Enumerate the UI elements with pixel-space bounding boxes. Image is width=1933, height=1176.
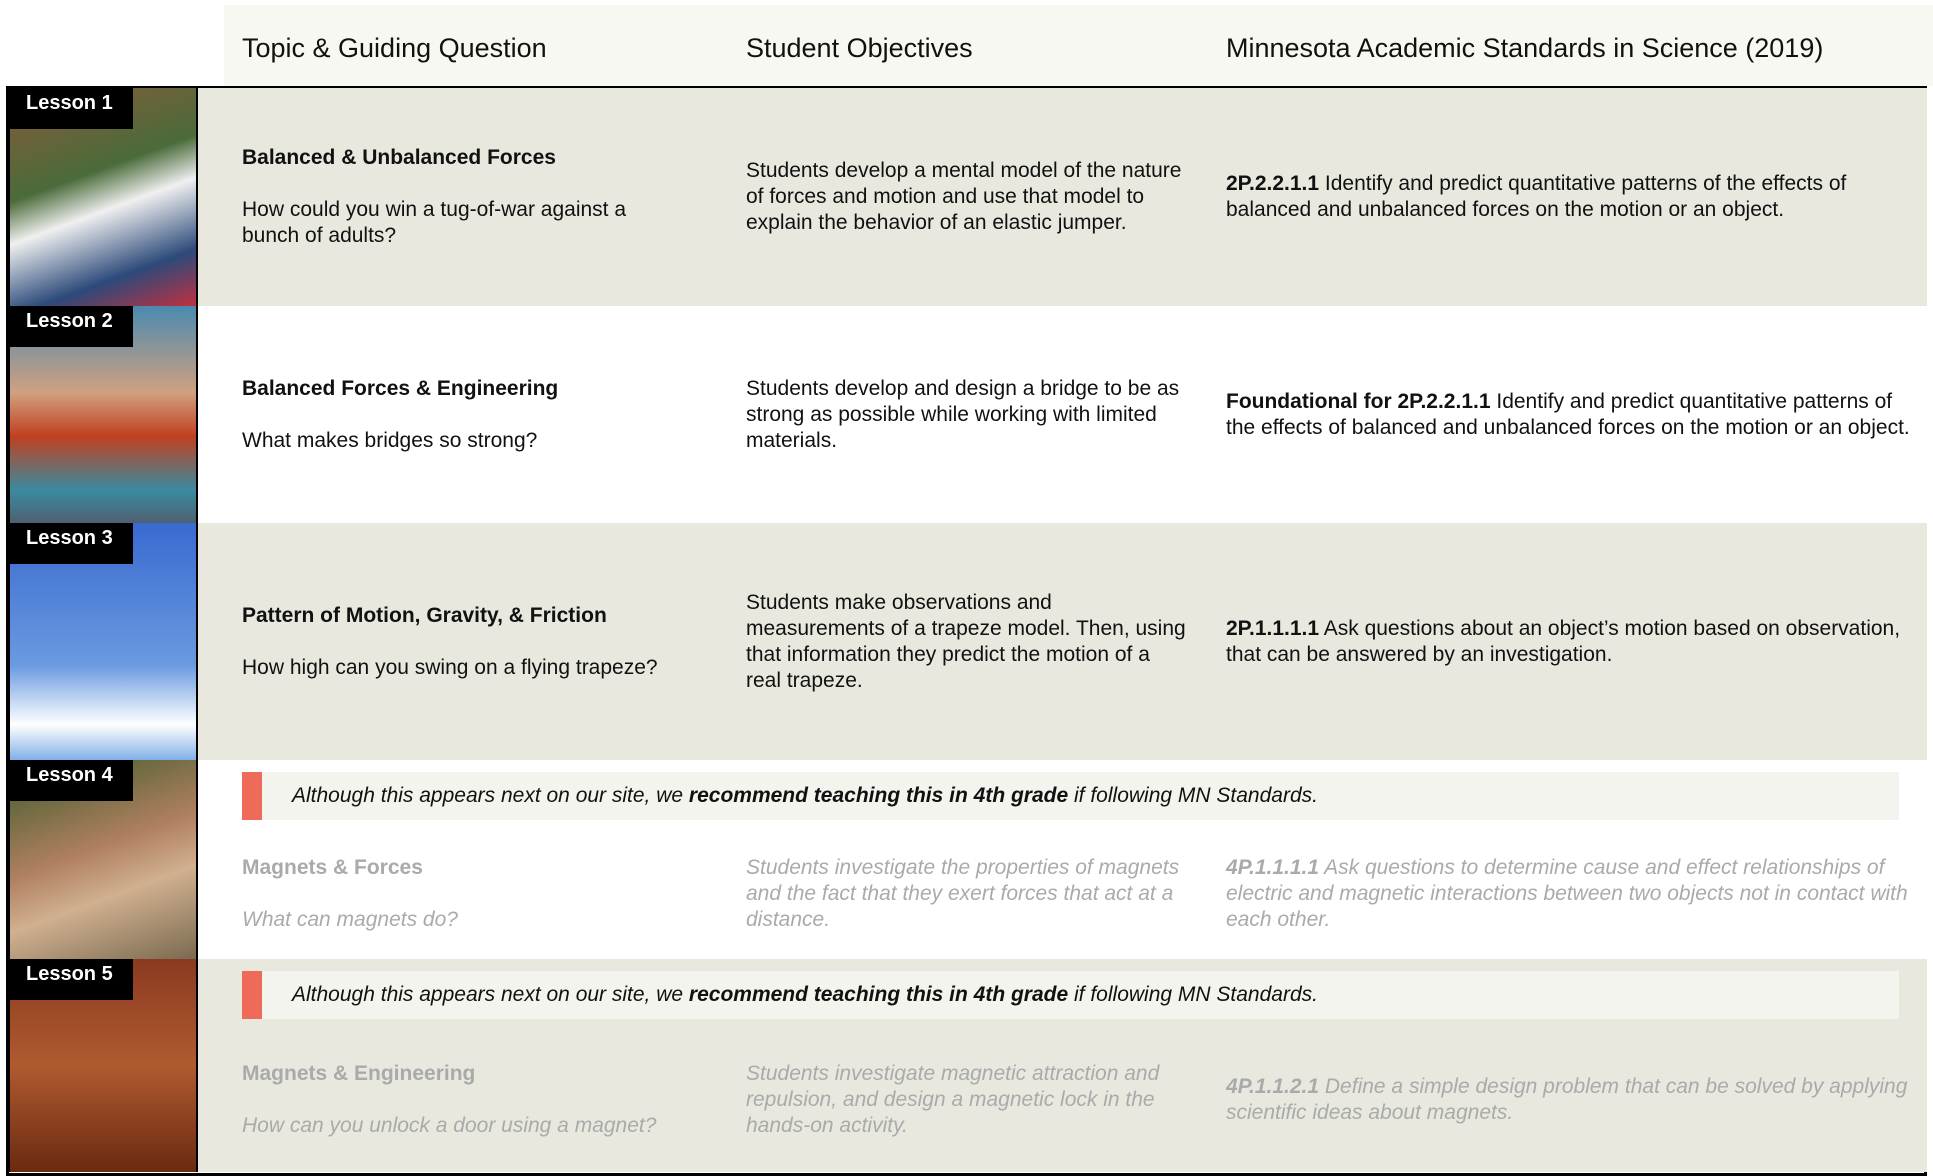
objective-cell: Students investigate magnetic attraction… bbox=[746, 1061, 1160, 1137]
standard-code: 2P.2.2.1.1 bbox=[1226, 172, 1320, 195]
standard-text: Identify and predict quantitative patter… bbox=[1226, 172, 1847, 221]
guiding-question: What can magnets do? bbox=[242, 907, 458, 931]
note-text: Although this appears next on our site, … bbox=[292, 784, 684, 807]
standard-code: 4P.1.1.1.1 bbox=[1226, 855, 1320, 879]
topic-cell: Balanced & Unbalanced Forces How could yo… bbox=[242, 145, 682, 249]
lesson-cells: Pattern of Motion, Gravity, & Friction Ho… bbox=[198, 523, 1927, 760]
header-column: Topic & Guiding Question bbox=[242, 33, 547, 63]
lesson-cells: Magnets & Forces What can magnets do? Stud… bbox=[198, 828, 1927, 959]
guiding-question: How can you unlock a door using a magnet… bbox=[242, 1113, 657, 1137]
standard-cell: 2P.2.2.1.1 Identify and predict quantita… bbox=[1226, 171, 1916, 223]
note-accent bbox=[242, 971, 262, 1019]
note-emphasis: recommend teaching this in 4th grade bbox=[688, 784, 1069, 807]
lesson-row: Balanced Forces & Engineering What makes … bbox=[198, 306, 1927, 523]
lesson-label: Lesson 2 bbox=[6, 306, 133, 347]
lesson-title: Balanced & Unbalanced Forces bbox=[242, 146, 556, 169]
lesson-label: Lesson 1 bbox=[6, 88, 133, 129]
objective-cell: Students develop and design a bridge to … bbox=[746, 376, 1180, 452]
note-text: Although this appears next on our site, … bbox=[292, 983, 684, 1006]
objective-cell: Students develop a mental model of the n… bbox=[746, 159, 1182, 234]
lesson-title: Balanced Forces & Engineering bbox=[242, 376, 559, 400]
lesson-label: Lesson 4 bbox=[6, 760, 133, 801]
standard-cell: 4P.1.1.1.1 Ask questions to determine ca… bbox=[1226, 855, 1916, 933]
standard-cell: 4P.1.1.2.1 Define a simple design proble… bbox=[1226, 1074, 1916, 1126]
recommendation-note: Although this appears next on our site, … bbox=[242, 971, 1899, 1019]
lesson-row: Although this appears next on our site, … bbox=[198, 959, 1927, 1172]
standard-code: 2P.1.1.1.1 bbox=[1226, 616, 1320, 640]
standard-text: Identify and predict quantitative patter… bbox=[1226, 389, 1910, 439]
header-column: Minnesota Academic Standards in Science … bbox=[1226, 33, 1824, 63]
objective-cell: Students make observations and measureme… bbox=[746, 590, 1186, 692]
lesson-title: Magnets & Forces bbox=[242, 855, 423, 879]
lesson-title: Magnets & Engineering bbox=[242, 1061, 476, 1085]
lesson-row: Balanced & Unbalanced Forces How could yo… bbox=[198, 88, 1927, 306]
lesson-cells: Balanced & Unbalanced Forces How could yo… bbox=[198, 88, 1927, 306]
standard-code: 4P.1.1.2.1 bbox=[1226, 1074, 1320, 1098]
lesson-row: Although this appears next on our site, … bbox=[198, 760, 1927, 959]
standard-text: Ask questions about an object’s motion b… bbox=[1226, 616, 1901, 666]
objective-cell: Students investigate the properties of m… bbox=[746, 855, 1180, 931]
recommendation-note: Although this appears next on our site, … bbox=[242, 772, 1899, 820]
standard-text: Define a simple design problem that can … bbox=[1226, 1074, 1908, 1124]
topic-cell: Pattern of Motion, Gravity, & Friction Ho… bbox=[242, 603, 682, 681]
standard-code: Foundational for 2P.2.2.1.1 bbox=[1226, 389, 1491, 413]
note-text: if following MN Standards. bbox=[1074, 784, 1318, 807]
topic-cell: Balanced Forces & Engineering What makes … bbox=[242, 376, 682, 454]
lesson-cells: Balanced Forces & Engineering What makes … bbox=[198, 306, 1927, 523]
header-bar: Topic & Guiding Question Student Objecti… bbox=[224, 5, 1933, 86]
note-accent bbox=[242, 772, 262, 820]
standard-cell: 2P.1.1.1.1 Ask questions about an object… bbox=[1226, 616, 1916, 668]
lesson-label: Lesson 3 bbox=[6, 523, 133, 564]
note-emphasis: recommend teaching this in 4th grade bbox=[688, 983, 1069, 1006]
lesson-title: Pattern of Motion, Gravity, & Friction bbox=[242, 603, 607, 627]
topic-cell: Magnets & Engineering How can you unlock … bbox=[242, 1061, 682, 1139]
note-text: if following MN Standards. bbox=[1074, 983, 1318, 1006]
standard-text: Ask questions to determine cause and eff… bbox=[1226, 855, 1908, 931]
standard-cell: Foundational for 2P.2.2.1.1 Identify and… bbox=[1226, 389, 1916, 441]
guiding-question: How high can you swing on a flying trape… bbox=[242, 655, 658, 679]
guiding-question: What makes bridges so strong? bbox=[242, 428, 538, 452]
lesson-row: Pattern of Motion, Gravity, & Friction Ho… bbox=[198, 523, 1927, 760]
topic-cell: Magnets & Forces What can magnets do? bbox=[242, 855, 682, 933]
guiding-question: How could you win a tug-of-war against a… bbox=[242, 198, 627, 247]
lesson-label: Lesson 5 bbox=[6, 959, 133, 1000]
lesson-cells: Magnets & Engineering How can you unlock … bbox=[198, 1027, 1927, 1172]
header-column: Student Objectives bbox=[746, 33, 973, 63]
